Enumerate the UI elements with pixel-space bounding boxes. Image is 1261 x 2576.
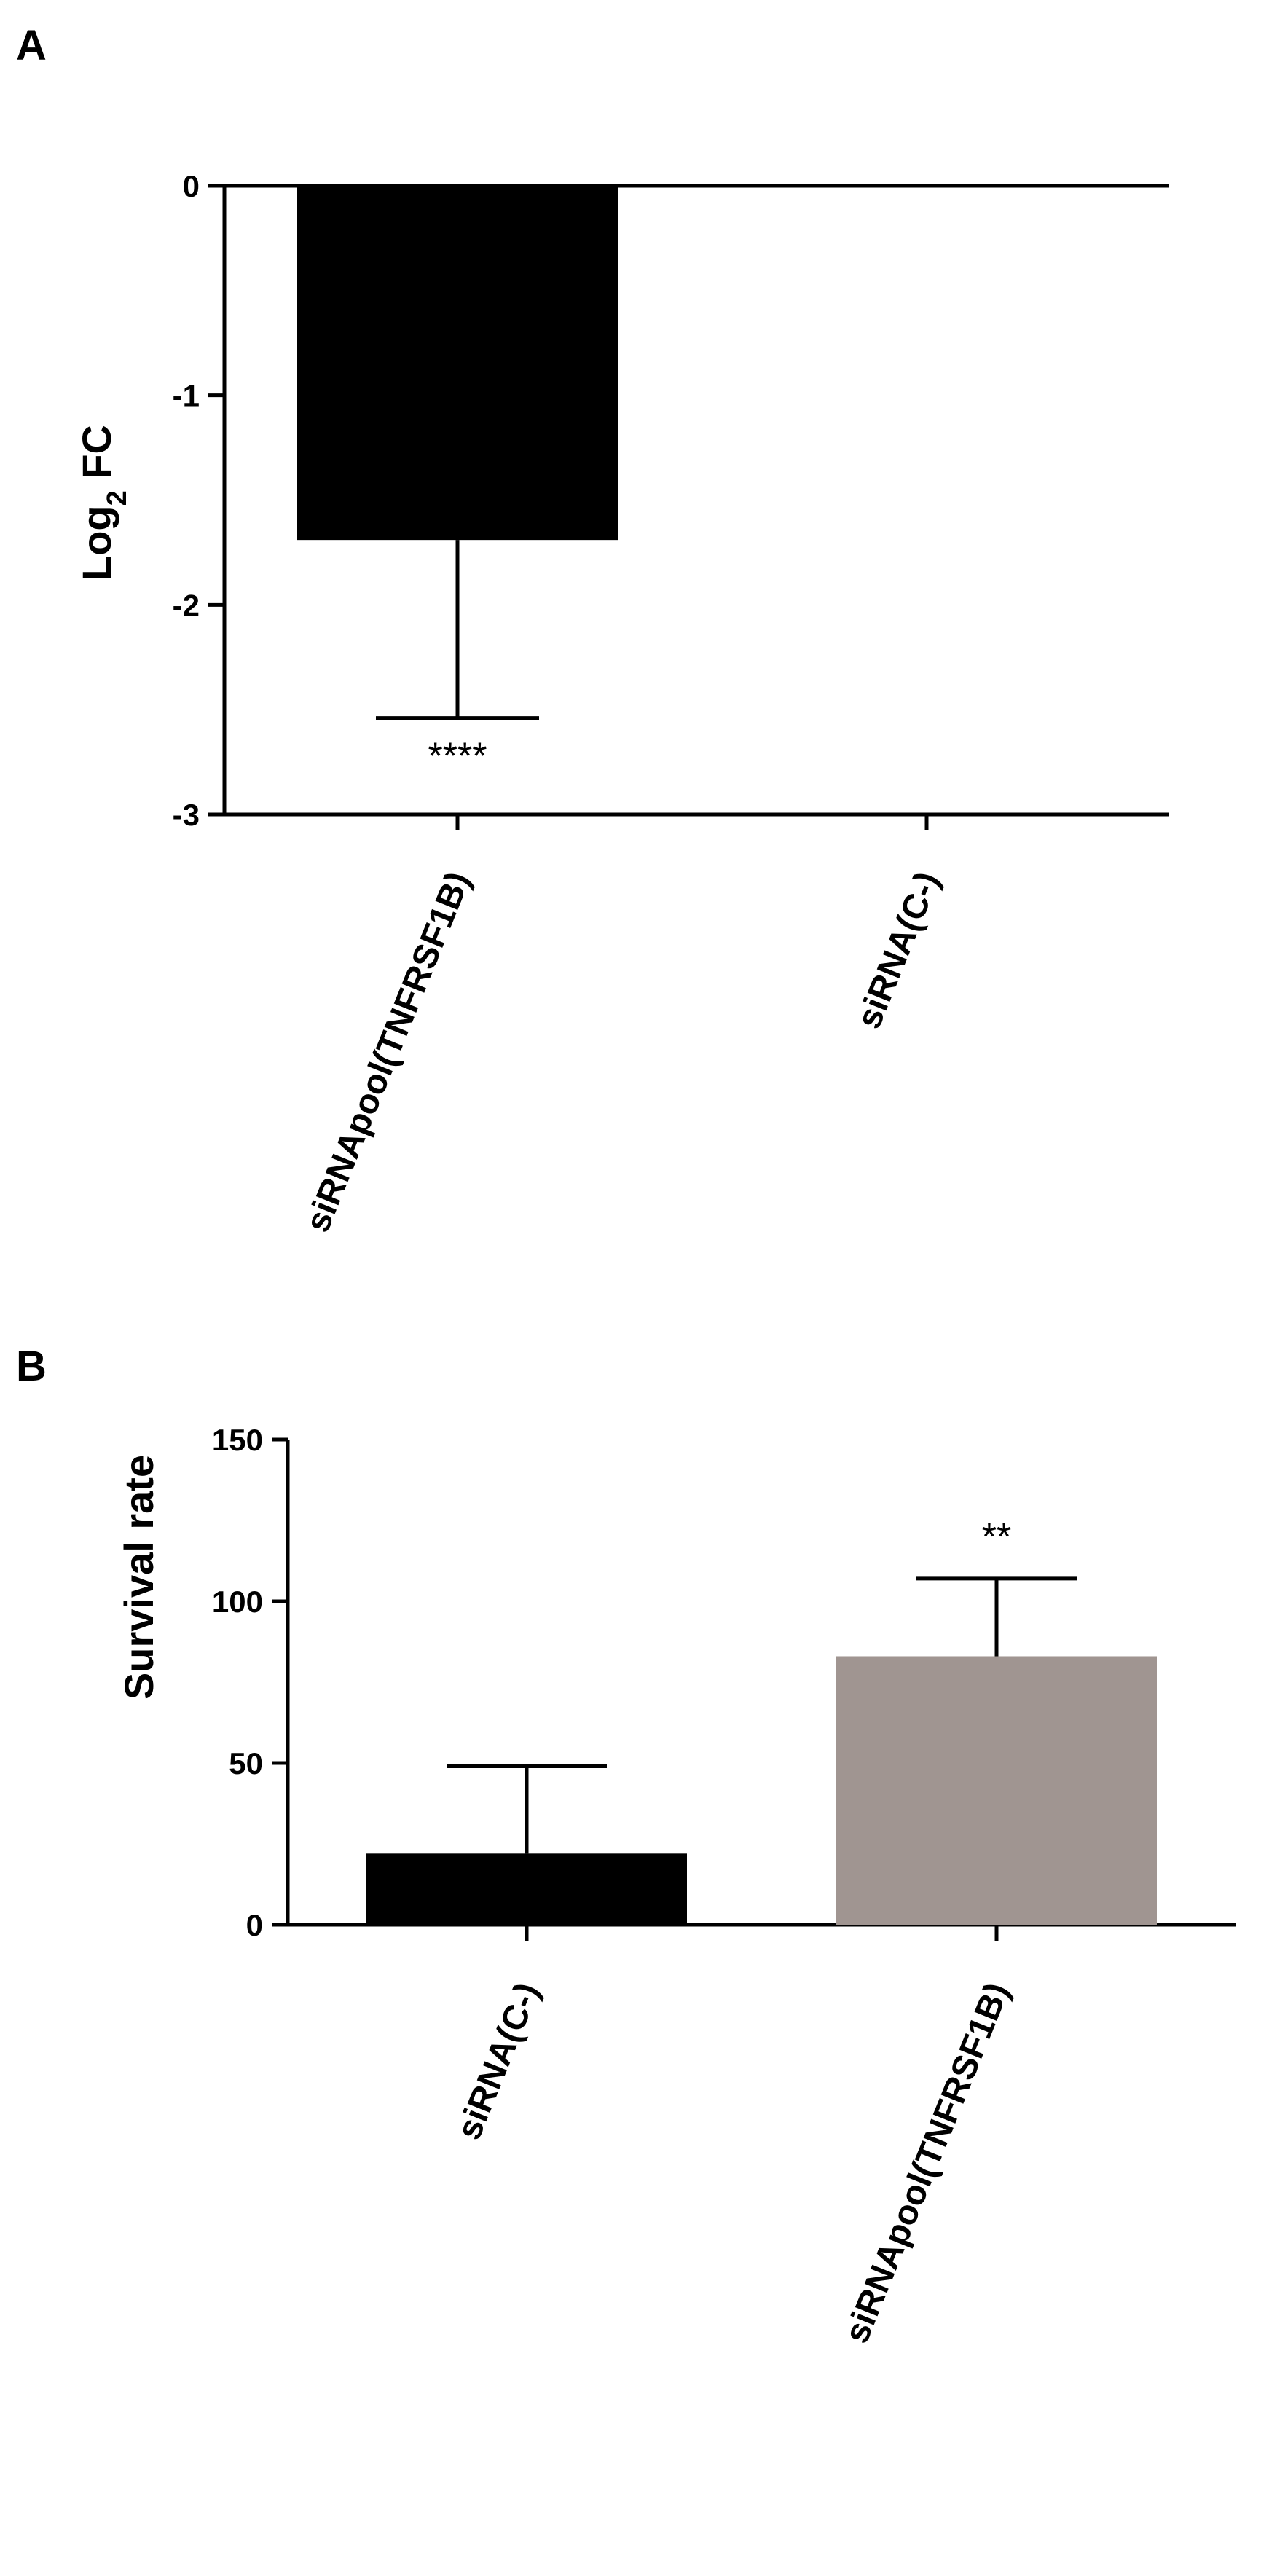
panel-a-letter: A — [16, 22, 47, 69]
panel-a-ytick-label-1: -1 — [173, 379, 200, 413]
panel-a-bar-sirnapool — [297, 186, 618, 541]
panel-b-ytick-label-3: 150 — [212, 1423, 263, 1457]
panel-b-ytick-label-0: 0 — [246, 1908, 263, 1942]
panel-a-ytick-label-0: 0 — [183, 169, 200, 203]
panel-b-category-label-sirna-control: siRNA(C-) — [449, 1977, 547, 2145]
panel-b-category-label-sirnapool: siRNApool(TNFRSF1B) — [837, 1977, 1017, 2348]
panel-b: B Survival rate 0 50 100 150 ** siRNA(C-… — [16, 1343, 1236, 2349]
panel-b-y-ticks: 0 50 100 150 — [212, 1423, 288, 1942]
panel-a-category-label-sirna-control: siRNA(C-) — [849, 866, 947, 1034]
panel-a: A Log2 FC 0 -1 -2 -3 **** siRNApool(TNFR… — [16, 22, 1169, 1238]
panel-a-significance-sirnapool: **** — [428, 736, 487, 778]
panel-a-category-label-sirnapool: siRNApool(TNFRSF1B) — [298, 866, 478, 1237]
panel-a-ylabel-rest: FC — [74, 425, 119, 490]
panel-a-ylabel-main: Log — [74, 506, 119, 581]
panel-b-bar-sirnapool — [836, 1656, 1157, 1925]
panel-a-y-axis-title: Log2 FC — [74, 425, 133, 581]
panel-a-ylabel-sub: 2 — [102, 490, 133, 506]
panel-a-ytick-label-2: -2 — [173, 588, 200, 622]
panel-b-significance-sirnapool: ** — [982, 1516, 1011, 1558]
panel-b-y-axis-title: Survival rate — [116, 1455, 162, 1700]
panel-b-ytick-label-2: 100 — [212, 1585, 263, 1619]
panel-b-letter: B — [16, 1343, 47, 1390]
panel-a-y-ticks: 0 -1 -2 -3 — [173, 169, 224, 832]
panel-b-bar-sirna-control — [366, 1853, 687, 1925]
panel-b-ytick-label-1: 50 — [229, 1746, 263, 1780]
panel-a-ytick-label-3: -3 — [173, 798, 200, 832]
